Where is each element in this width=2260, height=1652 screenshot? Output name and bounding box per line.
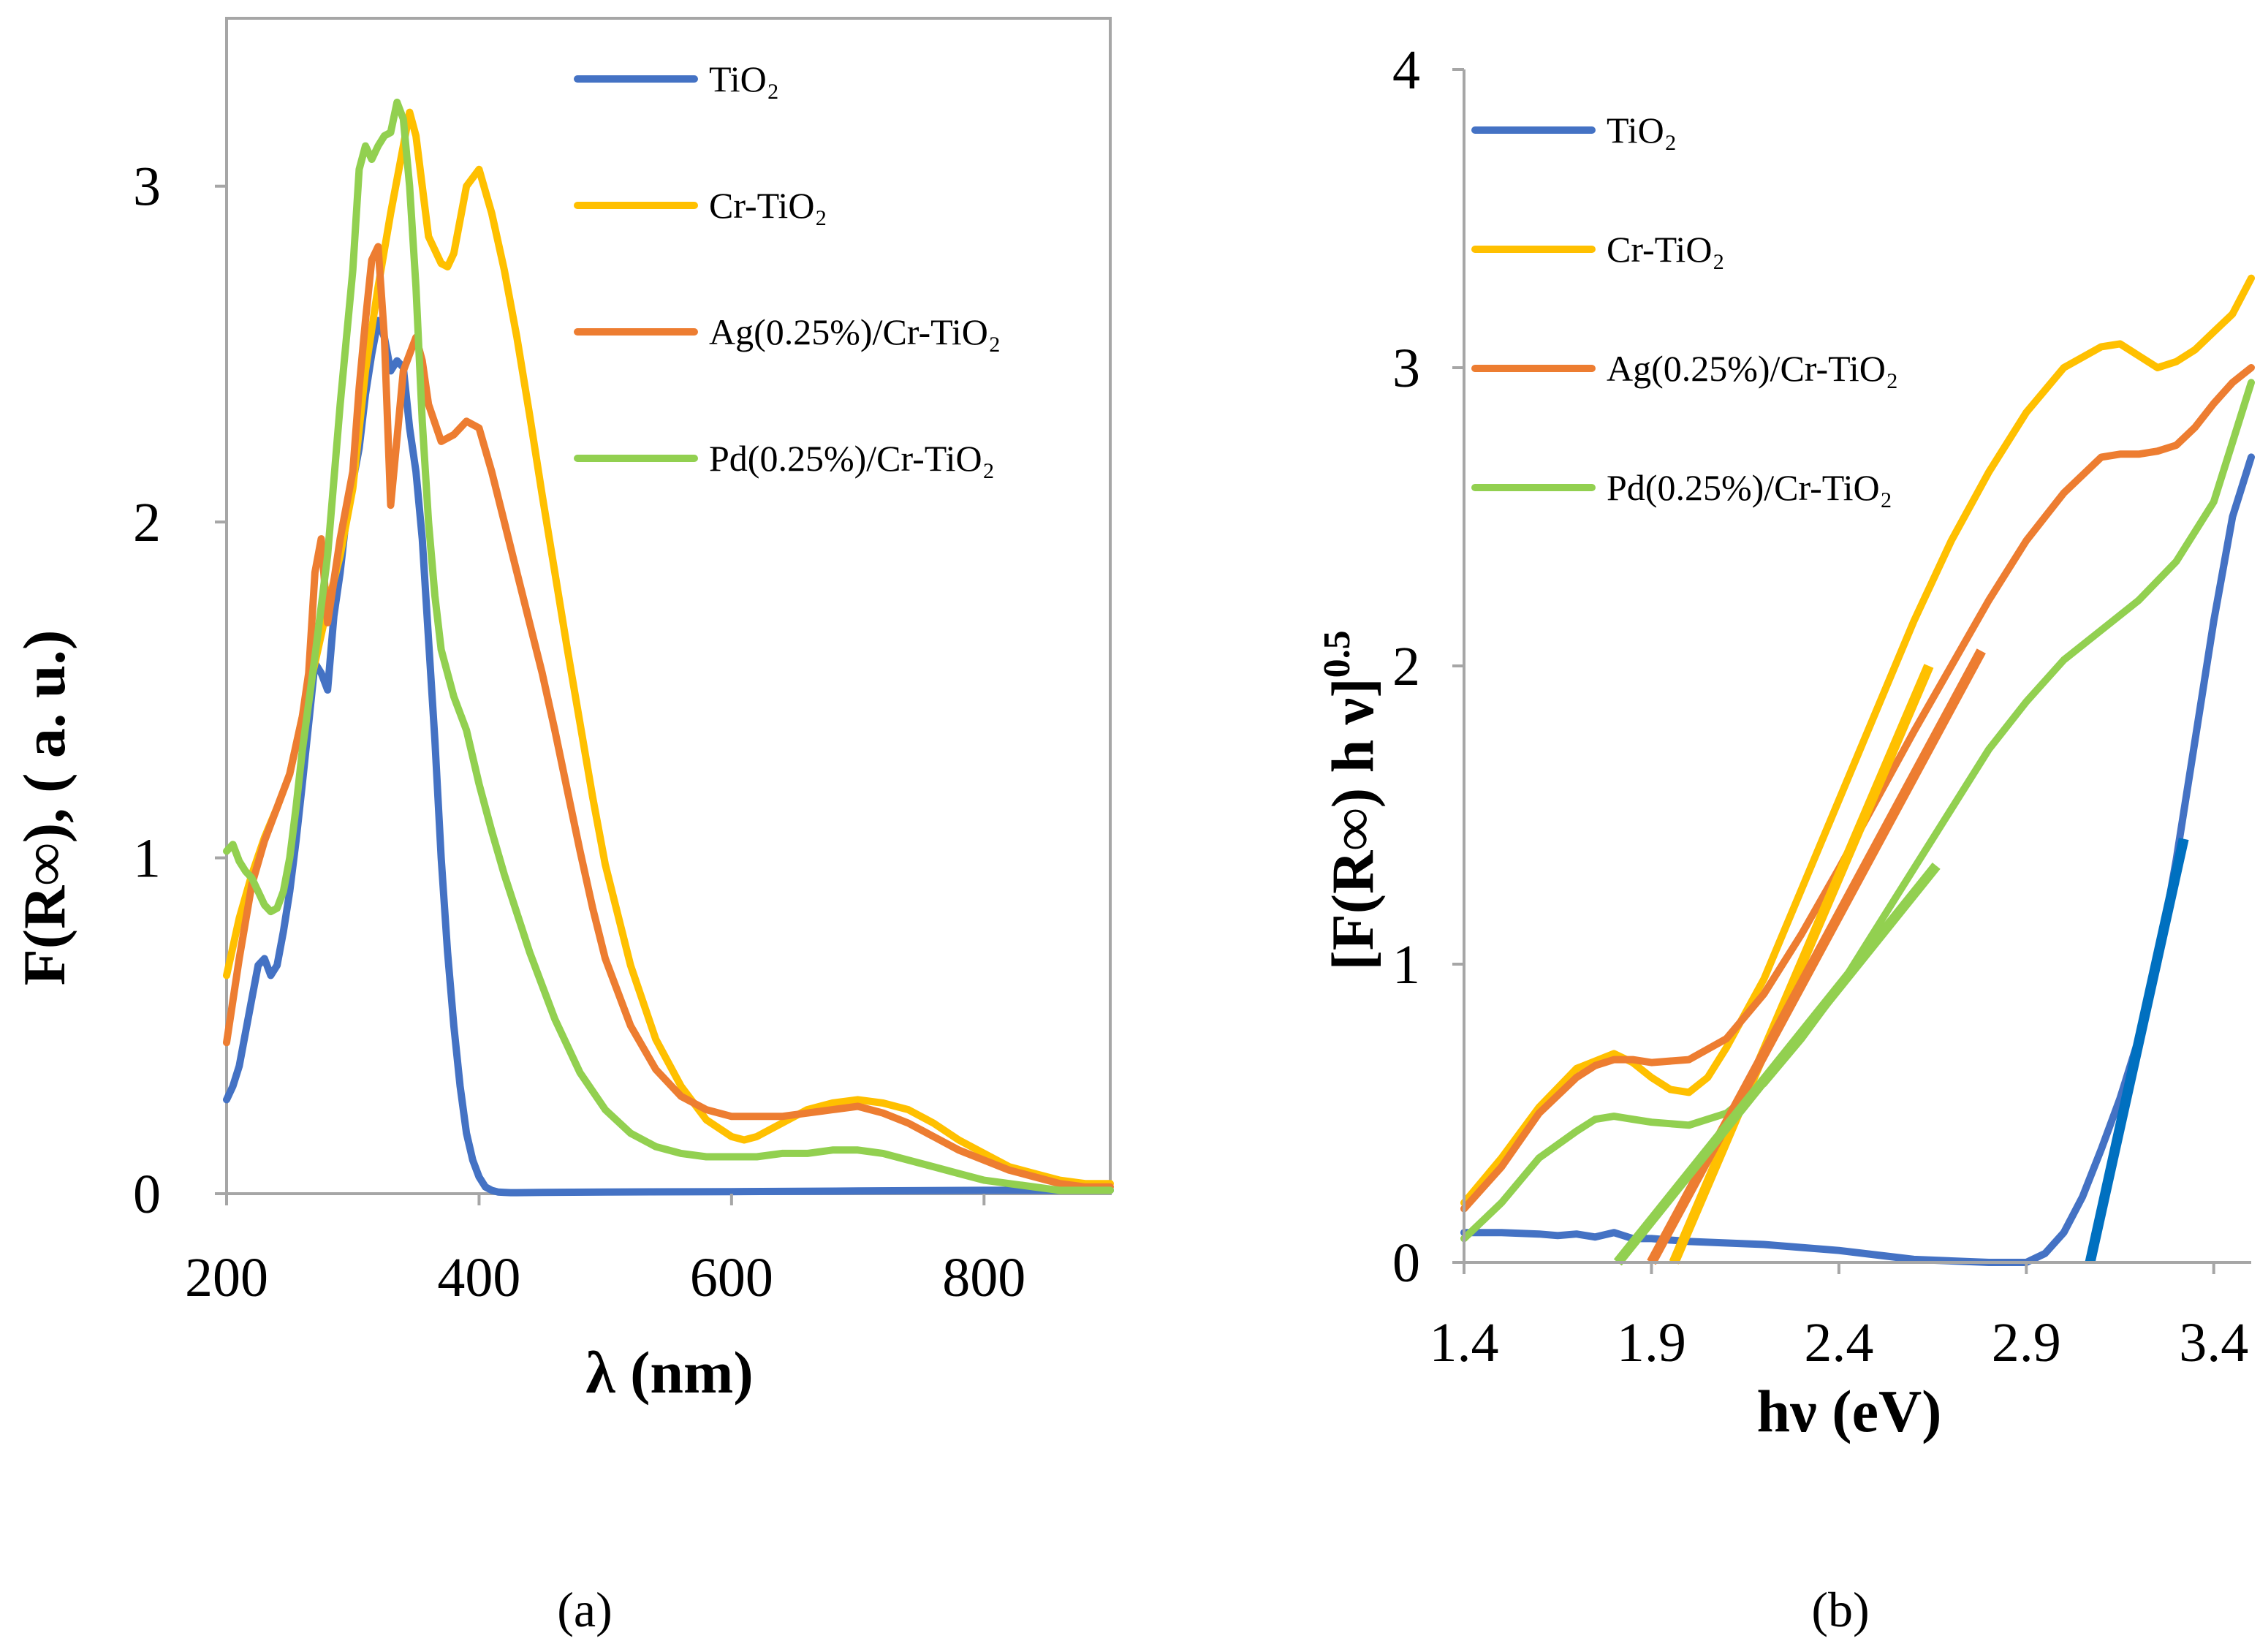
panel-b-series-ag-0-25-cr-tio xyxy=(1460,364,2255,1213)
panel-a-x-tick-label: 200 xyxy=(185,1247,268,1308)
panel-a-x-tick-label: 800 xyxy=(942,1247,1025,1308)
panel-b-x-tick-label: 1.4 xyxy=(1430,1312,1499,1373)
panel-a-chart: 200 400 600 800 0 1 2 3 TiO₂ Cr-TiO₂ Ag(0.25%)/Cr… xyxy=(11,17,1114,1637)
panel-a-series-tio xyxy=(223,317,1114,1197)
panel-a-y-tick-label: 1 xyxy=(133,828,161,890)
panel-a-legend-label: Cr-TiO₂ xyxy=(709,185,827,226)
panel-a-series-ag-0-25-cr-tio xyxy=(223,243,1114,1191)
panel-b-chart: 1.4 1.9 2.4 2.9 3.4 0 1 2 3 4 TiO₂ Cr-TiO₂ Ag(0.25%… xyxy=(1316,39,2255,1637)
panel-a-series-cr-tio xyxy=(223,108,1114,1188)
panel-b-fit-line-pd-0-25-cr-tio xyxy=(1613,862,1941,1266)
panel-b-y-axis-label-exponent: 0.5 xyxy=(1316,630,1358,678)
panel-b-y-axis-label-main: [F(R∞) h ν] xyxy=(1319,678,1386,970)
panel-b-x-tick-label: 1.9 xyxy=(1617,1312,1686,1373)
panel-b-fit-line-ag-0-25-cr-tio xyxy=(1647,648,1986,1265)
panel-b-legend-label: TiO₂ xyxy=(1607,110,1677,151)
panel-b-legend-label: Ag(0.25%)/Cr-TiO₂ xyxy=(1607,348,1898,389)
panel-a-y-tick-label: 2 xyxy=(133,492,161,553)
panel-b-series-tio xyxy=(1460,453,2255,1266)
panel-b-caption: (b) xyxy=(1811,1582,1869,1637)
panel-b-fit-line-cr-tio xyxy=(1669,664,1934,1265)
panel-b-y-axis-label: [F(R∞) h ν]0.5 xyxy=(1316,630,1386,970)
panel-a-legend-label: Ag(0.25%)/Cr-TiO₂ xyxy=(709,311,1001,352)
panel-b-y-tick-label: 1 xyxy=(1392,934,1420,996)
panel-b-y-tick-label: 2 xyxy=(1392,636,1420,697)
panel-a-y-tick-label: 3 xyxy=(133,156,161,218)
panel-b-series-pd-0-25-cr-tio xyxy=(1460,379,2255,1243)
panel-a-series-pd-0-25-cr-tio xyxy=(223,98,1114,1194)
panel-b-x-tick-label: 2.4 xyxy=(1804,1312,1873,1373)
panel-b-y-tick-label: 0 xyxy=(1392,1232,1420,1294)
panel-b-legend: TiO₂ Cr-TiO₂ Ag(0.25%)/Cr-TiO₂ Pd(0.25%)/Cr… xyxy=(1471,110,1898,508)
panel-a-legend: TiO₂ Cr-TiO₂ Ag(0.25%)/Cr-TiO₂ Pd(0.25%)/Cr… xyxy=(574,58,1001,479)
panel-b-legend-label: Pd(0.25%)/Cr-TiO₂ xyxy=(1607,467,1892,508)
panel-b-x-tick-label: 3.4 xyxy=(2179,1312,2248,1373)
panel-b-x-axis-label: hν (eV) xyxy=(1757,1378,1942,1444)
panel-b-x-tick-label: 2.9 xyxy=(1992,1312,2061,1373)
panel-b-y-tick-label: 3 xyxy=(1392,338,1420,399)
panel-a-x-axis-label: λ (nm) xyxy=(585,1339,753,1406)
panel-a-legend-label: Pd(0.25%)/Cr-TiO₂ xyxy=(709,438,995,479)
panel-a-y-axis-label: F(R∞), ( a. u.) xyxy=(11,630,77,986)
panel-b-y-tick-label: 4 xyxy=(1392,39,1420,101)
panel-a-x-tick-label: 600 xyxy=(690,1247,773,1308)
panel-a-y-tick-label: 0 xyxy=(133,1164,161,1225)
panel-b-fit-line-tio xyxy=(2085,838,2189,1264)
panel-a-legend-label: TiO₂ xyxy=(709,58,779,99)
panel-a-x-tick-label: 400 xyxy=(437,1247,520,1308)
panel-a-caption: (a) xyxy=(557,1582,612,1637)
panel-b-legend-label: Cr-TiO₂ xyxy=(1607,229,1725,270)
